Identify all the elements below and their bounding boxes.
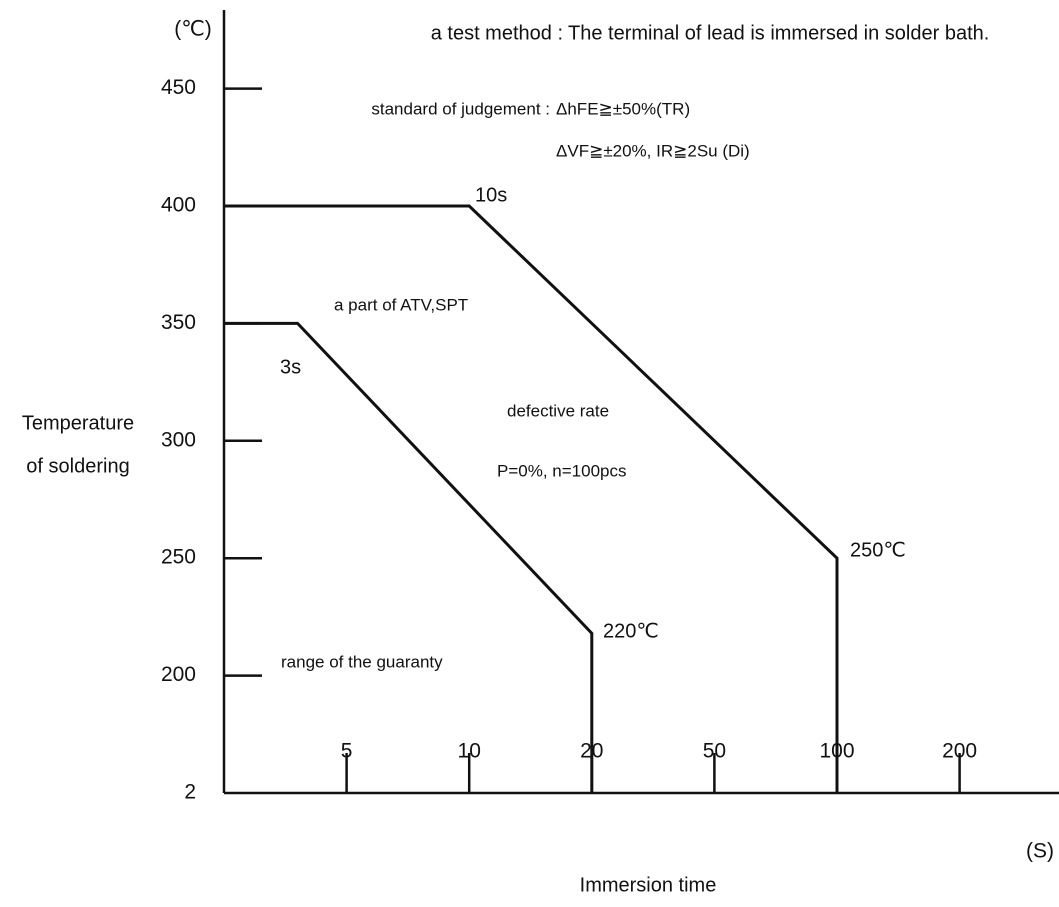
annotation: standard of judgement : xyxy=(371,99,550,118)
x-tick-label: 50 xyxy=(703,740,726,763)
annotation: 10s xyxy=(475,184,507,206)
y-tick-label: 250 xyxy=(161,546,196,569)
x-tick-label: 10 xyxy=(458,740,481,763)
annotation: 250℃ xyxy=(850,539,906,561)
y-tick-label: 450 xyxy=(161,76,196,99)
y-tick-label: 2 xyxy=(184,781,196,804)
annotation: a test method : xyxy=(431,22,563,44)
annotation: a part of ATV,SPT xyxy=(334,295,468,314)
annotation: ΔVF≧±20%, IR≧2Su (Di) xyxy=(556,141,750,160)
annotation: ΔhFE≧±50%(TR) xyxy=(556,99,690,118)
y-tick-label: 350 xyxy=(161,311,196,334)
y-axis-label: of soldering xyxy=(26,455,129,477)
x-tick-label: 200 xyxy=(942,740,977,763)
y-tick-label: 400 xyxy=(161,194,196,217)
annotation: range of the guaranty xyxy=(281,652,443,671)
series-line xyxy=(224,321,594,793)
x-unit: (S) xyxy=(1026,840,1054,863)
y-axis-label: Temperature xyxy=(22,412,134,434)
x-axis-label: Immersion time xyxy=(580,874,717,896)
annotation: 220℃ xyxy=(603,620,659,642)
x-tick-label: 5 xyxy=(341,740,353,763)
y-tick-label: 200 xyxy=(161,663,196,686)
y-unit: (℃) xyxy=(174,18,212,41)
y-tick-label: 300 xyxy=(161,428,196,451)
series-line xyxy=(224,204,839,793)
annotation: The terminal of lead is immersed in sold… xyxy=(568,22,989,44)
annotation: defective rate xyxy=(507,401,609,420)
annotation: 3s xyxy=(280,356,301,378)
annotation: P=0%, n=100pcs xyxy=(497,461,626,480)
